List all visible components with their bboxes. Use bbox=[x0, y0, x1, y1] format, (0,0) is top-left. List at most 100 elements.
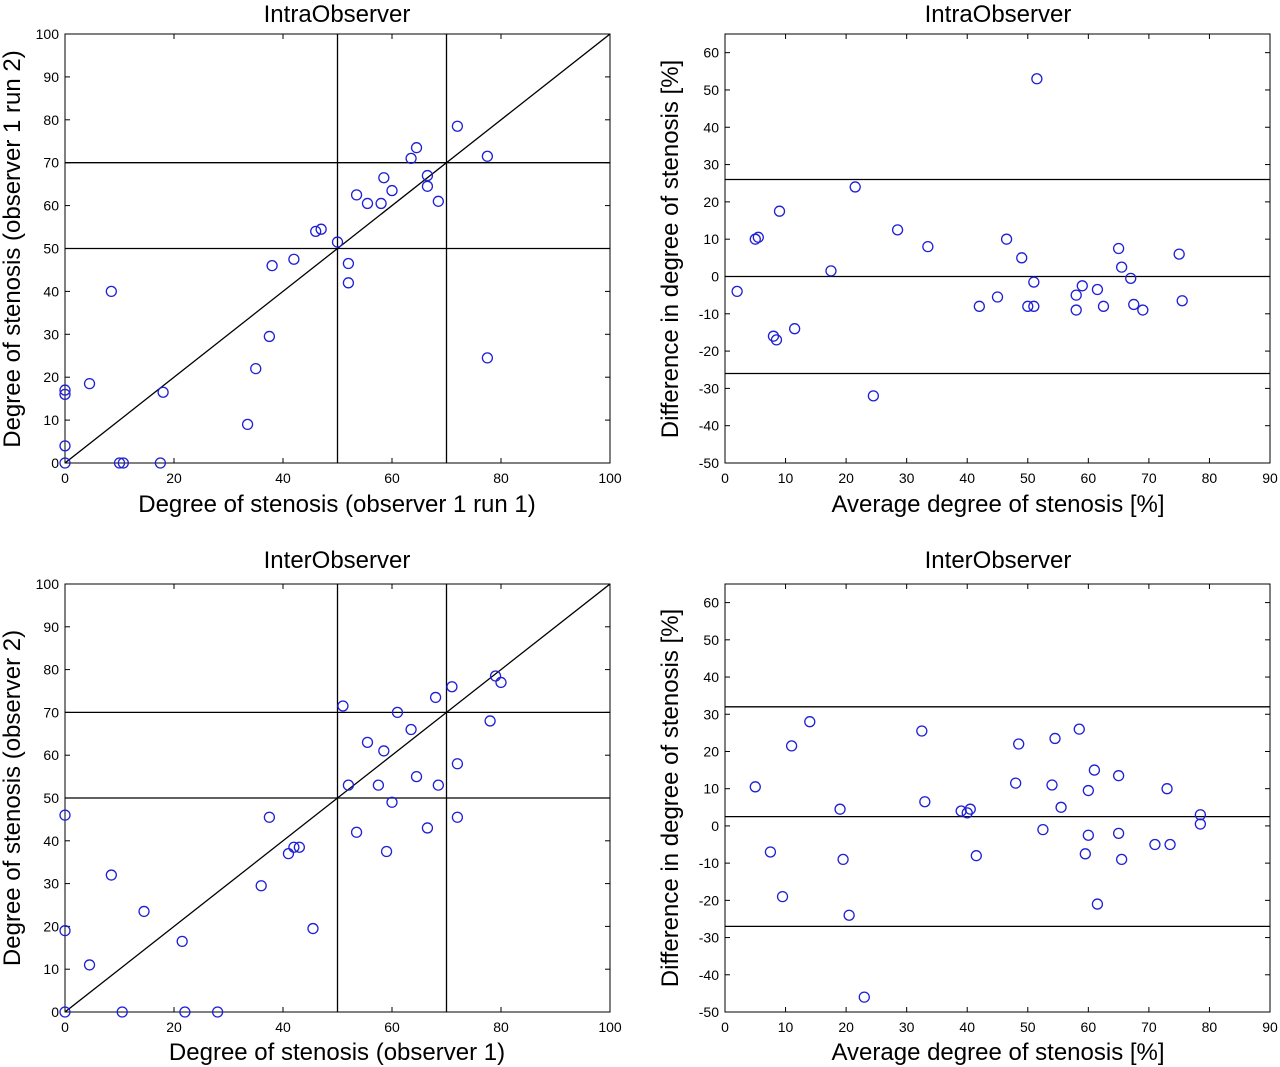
plot-area bbox=[725, 178, 1270, 375]
data-point bbox=[59, 440, 71, 452]
chart-title: InterObserver bbox=[264, 547, 411, 574]
data-point bbox=[342, 257, 355, 270]
data-point bbox=[282, 847, 295, 860]
data-point bbox=[176, 935, 188, 948]
data-point bbox=[970, 850, 982, 862]
data-point bbox=[1046, 779, 1058, 791]
y-tick-label: 20 bbox=[703, 194, 719, 210]
data-point bbox=[788, 323, 801, 335]
data-point bbox=[410, 142, 423, 154]
x-tick-label: 100 bbox=[598, 1019, 622, 1035]
y-tick-label: 40 bbox=[43, 283, 59, 299]
y-tick-label: 50 bbox=[703, 82, 719, 98]
data-point bbox=[59, 384, 71, 396]
data-point bbox=[255, 880, 267, 892]
data-point bbox=[331, 236, 344, 248]
data-point bbox=[922, 240, 934, 253]
data-point bbox=[1013, 738, 1025, 750]
y-tick-label: 80 bbox=[43, 662, 59, 678]
data-point bbox=[83, 959, 96, 971]
y-axis-label: Degree of stenosis (observer 2) bbox=[0, 630, 26, 966]
data-point bbox=[250, 362, 262, 375]
data-point bbox=[1073, 723, 1085, 735]
data-point bbox=[405, 152, 417, 165]
y-tick-label: 20 bbox=[703, 743, 719, 759]
data-point bbox=[1070, 289, 1082, 301]
x-tick-label: 60 bbox=[1081, 470, 1097, 486]
y-tick-label: 60 bbox=[43, 198, 59, 214]
data-point bbox=[1082, 784, 1094, 797]
data-point bbox=[1031, 73, 1043, 85]
data-point bbox=[1125, 272, 1137, 284]
data-point bbox=[361, 197, 374, 210]
x-tick-label: 90 bbox=[1262, 1019, 1278, 1035]
data-point bbox=[59, 457, 71, 469]
x-axis-label: Average degree of stenosis [%] bbox=[831, 491, 1164, 518]
chart-title: IntraObserver bbox=[925, 1, 1072, 28]
data-point bbox=[410, 770, 423, 783]
data-point bbox=[342, 277, 355, 289]
data-point bbox=[266, 260, 278, 272]
x-axis-label: Degree of stenosis (observer 1 run 1) bbox=[138, 491, 536, 518]
data-point bbox=[293, 841, 306, 853]
data-point bbox=[916, 725, 928, 737]
data-point bbox=[315, 223, 327, 235]
y-tick-label: 90 bbox=[43, 69, 59, 85]
data-point bbox=[1112, 770, 1125, 782]
data-point bbox=[157, 386, 169, 398]
data-point bbox=[288, 841, 300, 853]
data-point bbox=[59, 1006, 71, 1018]
data-point bbox=[919, 796, 931, 808]
y-tick-label: -30 bbox=[699, 380, 719, 396]
data-point bbox=[867, 390, 880, 402]
data-point bbox=[59, 925, 71, 937]
y-tick-label: 40 bbox=[43, 833, 59, 849]
data-point bbox=[116, 1006, 128, 1018]
data-point bbox=[350, 189, 363, 201]
axes-frame bbox=[724, 583, 1271, 1013]
x-axis-label: Average degree of stenosis [%] bbox=[831, 1039, 1164, 1066]
y-tick-label: -20 bbox=[699, 892, 719, 908]
y-tick-label: 50 bbox=[703, 632, 719, 648]
x-tick-label: 0 bbox=[61, 470, 69, 486]
data-point bbox=[1112, 827, 1125, 840]
y-tick-label: -10 bbox=[699, 855, 719, 871]
data-point bbox=[481, 150, 494, 162]
data-point bbox=[105, 285, 117, 298]
x-tick-label: 40 bbox=[959, 470, 975, 486]
data-point bbox=[1112, 242, 1125, 255]
x-tick-label: 90 bbox=[1262, 470, 1278, 486]
data-point bbox=[1076, 280, 1088, 292]
data-point bbox=[1097, 300, 1110, 312]
data-point bbox=[973, 300, 985, 312]
data-point bbox=[1055, 801, 1067, 813]
data-point bbox=[113, 457, 126, 469]
x-tick-label: 50 bbox=[1020, 1019, 1036, 1035]
axes-frame bbox=[724, 33, 1271, 464]
y-tick-label: 10 bbox=[703, 231, 719, 247]
y-tick-label: -10 bbox=[699, 306, 719, 322]
chart-title: InterObserver bbox=[925, 547, 1072, 574]
data-point bbox=[1049, 732, 1061, 745]
y-tick-label: 10 bbox=[43, 961, 59, 977]
data-point bbox=[1173, 248, 1185, 260]
y-tick-label: -40 bbox=[699, 967, 719, 983]
x-tick-label: 20 bbox=[838, 1019, 854, 1035]
x-tick-label: 60 bbox=[1081, 1019, 1097, 1035]
data-point bbox=[59, 388, 71, 401]
data-point bbox=[378, 745, 390, 757]
y-tick-label: 0 bbox=[711, 818, 719, 834]
y-tick-label: 90 bbox=[43, 619, 59, 635]
x-tick-label: 70 bbox=[1141, 1019, 1157, 1035]
data-point bbox=[773, 205, 786, 217]
y-tick-label: -50 bbox=[699, 1004, 719, 1020]
data-point bbox=[843, 909, 855, 921]
y-tick-label: 30 bbox=[43, 326, 59, 342]
x-axis-label: Degree of stenosis (observer 1) bbox=[169, 1039, 505, 1066]
data-point bbox=[337, 700, 349, 712]
data-point bbox=[429, 691, 442, 704]
data-point bbox=[1128, 298, 1140, 311]
data-point bbox=[1000, 233, 1013, 245]
plot-area bbox=[65, 34, 610, 463]
data-point bbox=[421, 180, 434, 192]
